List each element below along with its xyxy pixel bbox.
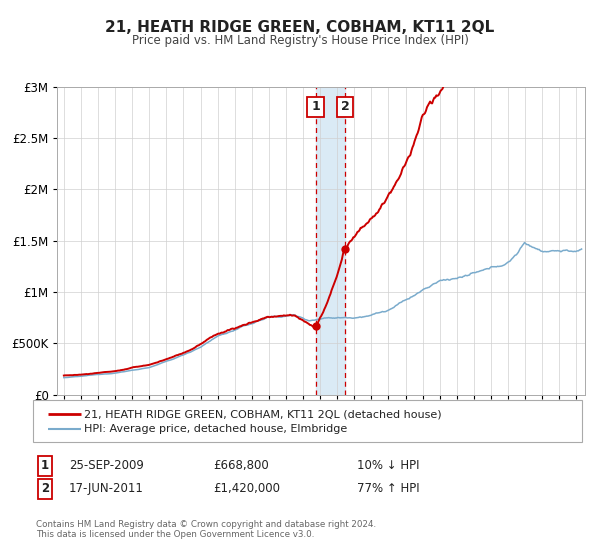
Text: 10% ↓ HPI: 10% ↓ HPI	[357, 459, 419, 473]
Text: 25-SEP-2009: 25-SEP-2009	[69, 459, 144, 473]
Bar	[316, 87, 345, 395]
Text: 77% ↑ HPI: 77% ↑ HPI	[357, 482, 419, 496]
Text: Price paid vs. HM Land Registry's House Price Index (HPI): Price paid vs. HM Land Registry's House …	[131, 34, 469, 46]
Text: Contains HM Land Registry data © Crown copyright and database right 2024.
This d: Contains HM Land Registry data © Crown c…	[36, 520, 376, 539]
Text: 1: 1	[41, 459, 49, 473]
Text: 2: 2	[41, 482, 49, 496]
Text: 21, HEATH RIDGE GREEN, COBHAM, KT11 2QL (detached house): 21, HEATH RIDGE GREEN, COBHAM, KT11 2QL …	[84, 409, 442, 419]
Text: 17-JUN-2011: 17-JUN-2011	[69, 482, 144, 496]
Text: 21, HEATH RIDGE GREEN, COBHAM, KT11 2QL: 21, HEATH RIDGE GREEN, COBHAM, KT11 2QL	[106, 20, 494, 35]
Text: £1,420,000: £1,420,000	[213, 482, 280, 496]
Text: 2: 2	[341, 100, 349, 113]
Text: £668,800: £668,800	[213, 459, 269, 473]
Text: HPI: Average price, detached house, Elmbridge: HPI: Average price, detached house, Elmb…	[84, 424, 347, 435]
Text: 1: 1	[311, 100, 320, 113]
